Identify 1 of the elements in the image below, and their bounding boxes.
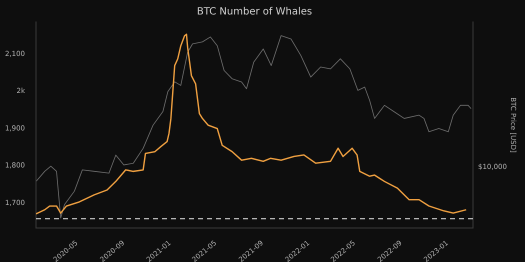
chart-title: BTC Number of Whales	[196, 6, 312, 18]
